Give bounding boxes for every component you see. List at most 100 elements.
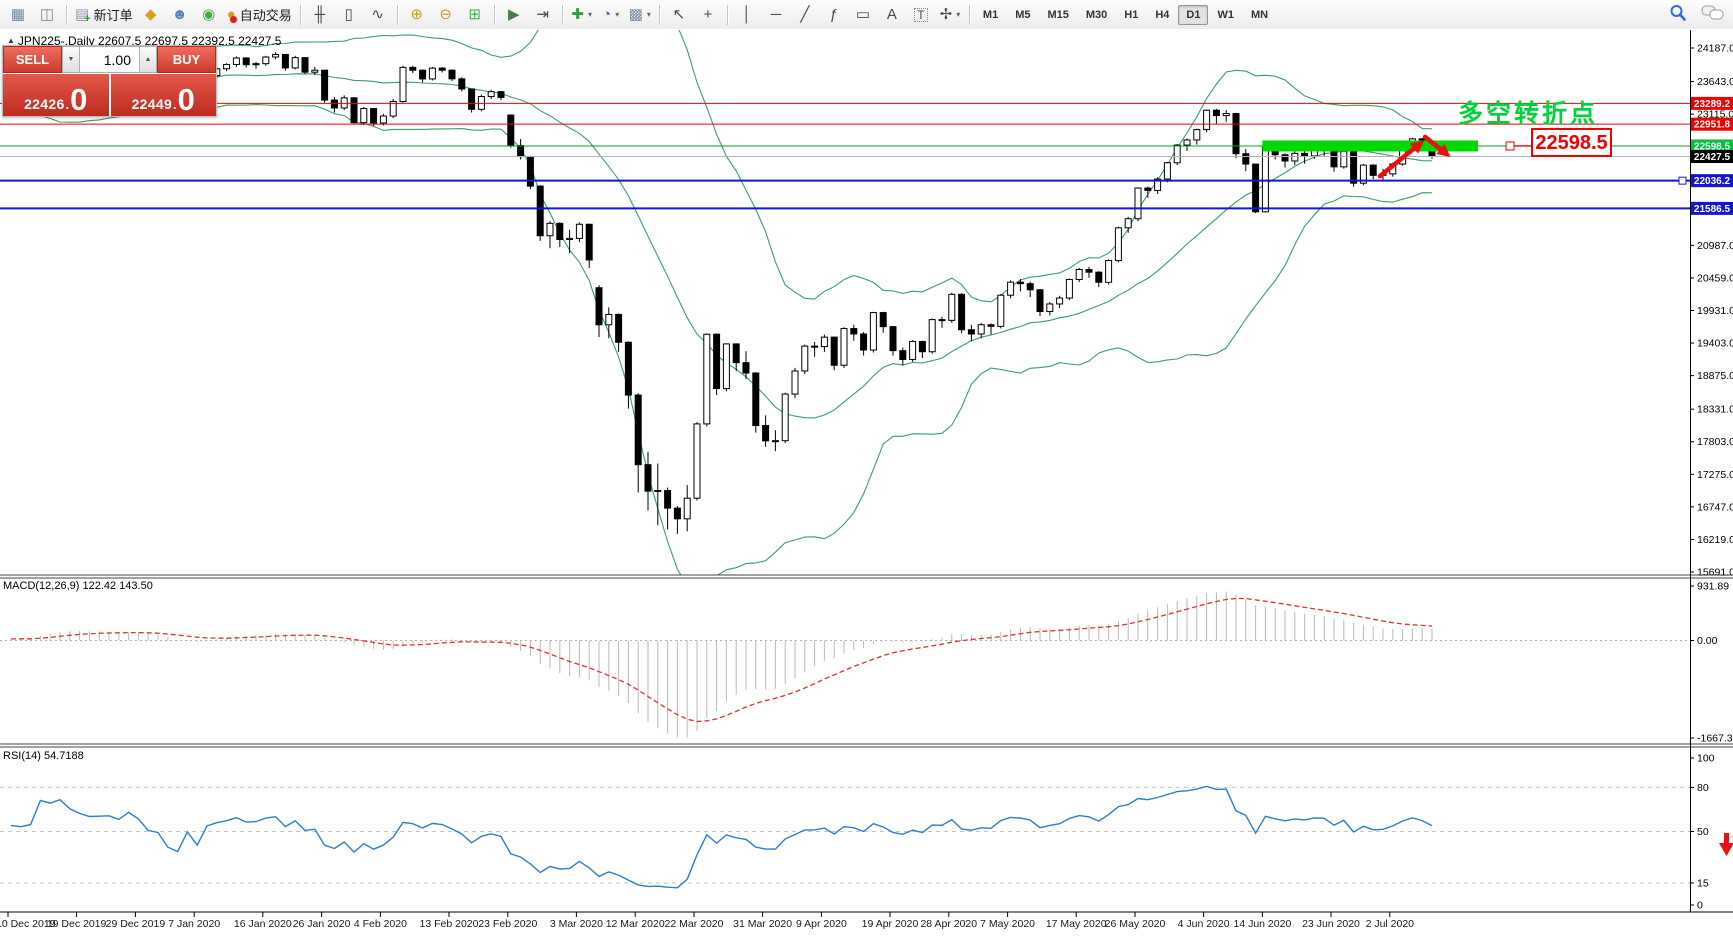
price-callout-text: 22598.5	[1535, 132, 1607, 154]
volume-input[interactable]: 1.00	[80, 46, 139, 73]
sell-button[interactable]: SELL	[3, 46, 62, 73]
svg-text:16219.0: 16219.0	[1697, 534, 1733, 546]
signal-icon[interactable]: ◉	[202, 6, 216, 23]
svg-text:23115.0: 23115.0	[1697, 109, 1733, 121]
search-icon[interactable]	[1669, 4, 1687, 27]
candles	[7, 52, 1436, 534]
date-tick-label: 19 Apr 2020	[862, 918, 919, 930]
text-annotations[interactable]: 22598.5 多空转折点	[1458, 99, 1612, 157]
svg-text:18875.0: 18875.0	[1697, 370, 1733, 382]
indicators-button[interactable]: ✚ ▾	[571, 6, 593, 23]
line-handle[interactable]	[1678, 176, 1687, 185]
chart-window-icon[interactable]: ▦	[10, 6, 26, 23]
horizontal-line-icon[interactable]: ─	[770, 6, 782, 23]
svg-text:23289.2: 23289.2	[1694, 99, 1731, 110]
timeframe-m5[interactable]: M5	[1015, 8, 1031, 21]
svg-text:20987.0: 20987.0	[1697, 240, 1733, 252]
text-icon[interactable]: A	[886, 6, 897, 23]
print-preview-icon[interactable]: ◫	[39, 6, 55, 23]
auto-trading-button[interactable]: ● 自动交易	[226, 6, 292, 23]
toolbar-separator	[299, 4, 301, 25]
svg-text:22951.8: 22951.8	[1694, 120, 1731, 131]
timeframe-d1[interactable]: D1	[1178, 4, 1209, 25]
trendline-icon[interactable]: ╱	[800, 6, 810, 23]
timeframe-m15[interactable]: M15	[1047, 8, 1069, 21]
date-tick-label: 26 Jan 2020	[293, 918, 351, 930]
bollinger-bands	[10, 30, 1433, 575]
channel-icon[interactable]: ▭	[855, 6, 871, 23]
horizontal-line-objects[interactable]	[0, 102, 1690, 210]
sell-price-display[interactable]: 22426. 0	[3, 74, 109, 116]
buy-price-display[interactable]: 22449. 0	[110, 74, 216, 116]
price-callout-box[interactable]	[1531, 127, 1612, 157]
candlestick-chart-icon[interactable]: ▯	[344, 6, 353, 23]
styles-icon[interactable]: ◆	[144, 6, 157, 23]
macd-signal-line	[10, 597, 1433, 723]
crosshair-icon[interactable]: +	[703, 6, 713, 23]
svg-text:22598.5: 22598.5	[1694, 141, 1731, 152]
svg-text:15: 15	[1697, 877, 1709, 889]
line-chart-icon[interactable]: ∿	[371, 6, 384, 23]
drawn-annotations[interactable]	[1262, 134, 1478, 179]
timeframe-w1[interactable]: W1	[1217, 8, 1234, 21]
periods-button[interactable]: ◔ ▾	[602, 6, 620, 23]
toolbar-right-icons	[1669, 4, 1725, 27]
main-toolbar: ▦ ◫ ▤ + 新订单 ◆ ☻ ◉ ● 自动交易 ╫ ▯ ∿ ⊕ ⊖ ⊞ ▶ ⇥ ✚ ▾ ◔ ▾ ▩ ▾ ↖ + │ ─ ╱ ƒ ▭ A T ✢ ▾…	[0, 0, 1733, 30]
arrows-button[interactable]: ✢ ▾	[939, 6, 961, 23]
timeframe-mn[interactable]: MN	[1250, 8, 1269, 21]
svg-text:17275.0: 17275.0	[1697, 469, 1733, 481]
auto-trading-button-label: 自动交易	[239, 8, 292, 23]
zoom-in-icon[interactable]: ⊕	[410, 6, 423, 23]
price-badge	[1691, 139, 1733, 153]
volume-decrease-button[interactable]: ▼	[62, 46, 80, 73]
bollinger-upper	[10, 30, 1433, 303]
chart-canvas[interactable]: 24187.0 23643.0 23115.0 20987.0 20459.0 19931…	[0, 29, 1733, 940]
new-order-button-label: 新订单	[93, 8, 133, 23]
chevron-down-icon[interactable]: ▾	[588, 10, 593, 19]
autoscroll-icon[interactable]: ▶	[507, 6, 520, 23]
timeframe-m30[interactable]: M30	[1085, 8, 1108, 21]
turning-point-text[interactable]: 多空转折点	[1458, 99, 1598, 128]
svg-text:20459.0: 20459.0	[1697, 272, 1733, 284]
svg-text:23643.0: 23643.0	[1697, 76, 1733, 88]
zoom-out-icon[interactable]: ⊖	[439, 6, 452, 23]
chart-title: ▲ JPN225-,Daily 22607.5 22697.5 22392.5 2…	[7, 34, 281, 48]
price-axis[interactable]: 24187.0 23643.0 23115.0 20987.0 20459.0 19931…	[1690, 30, 1733, 912]
cursor-icon[interactable]: ↖	[672, 6, 686, 23]
new-order-button[interactable]: ▤ + 新订单	[75, 6, 133, 25]
trend-arrow-head	[1436, 143, 1451, 157]
bollinger-middle	[10, 73, 1433, 419]
green-highlight-bar[interactable]	[1262, 140, 1478, 152]
timeframe-h1[interactable]: H1	[1124, 8, 1139, 21]
buy-price-main: 22449	[131, 96, 173, 112]
tile-windows-icon[interactable]: ⊞	[468, 6, 481, 23]
buy-button[interactable]: BUY	[157, 46, 216, 73]
date-tick-label: 28 Apr 2020	[920, 918, 977, 930]
date-tick-label: 22 Mar 2020	[665, 918, 724, 930]
chart-shift-icon[interactable]: ⇥	[536, 6, 549, 23]
trend-arrow-line	[1422, 134, 1443, 152]
profile-icon[interactable]: ☻	[171, 6, 188, 23]
chart-area[interactable]: 24187.0 23643.0 23115.0 20987.0 20459.0 19931…	[0, 29, 1733, 940]
timeframe-h4[interactable]: H4	[1155, 8, 1170, 21]
chevron-down-icon[interactable]: ▾	[615, 10, 620, 19]
chevron-down-icon[interactable]: ▾	[646, 10, 651, 19]
svg-text:0: 0	[1697, 900, 1703, 912]
timeframe-m1[interactable]: M1	[982, 8, 999, 21]
svg-text:22427.5: 22427.5	[1694, 152, 1731, 163]
price-badge	[1691, 96, 1733, 110]
buy-price-dot: .	[173, 97, 177, 112]
symbol-collapse-icon[interactable]: ▲	[7, 36, 15, 45]
templates-button[interactable]: ▩ ▾	[628, 6, 651, 23]
svg-text:-1667.31: -1667.31	[1697, 733, 1733, 745]
bar-chart-icon[interactable]: ╫	[314, 6, 326, 23]
fibonacci-icon[interactable]: ƒ	[829, 6, 839, 23]
volume-increase-button[interactable]: ▲	[139, 46, 157, 73]
price-badge	[1691, 201, 1733, 215]
chat-icon[interactable]	[1701, 4, 1725, 27]
svg-text:18331.0: 18331.0	[1697, 404, 1733, 416]
label-icon[interactable]: T	[907, 3, 935, 27]
vertical-line-icon[interactable]: │	[742, 6, 752, 23]
chevron-down-icon[interactable]: ▾	[956, 10, 961, 19]
